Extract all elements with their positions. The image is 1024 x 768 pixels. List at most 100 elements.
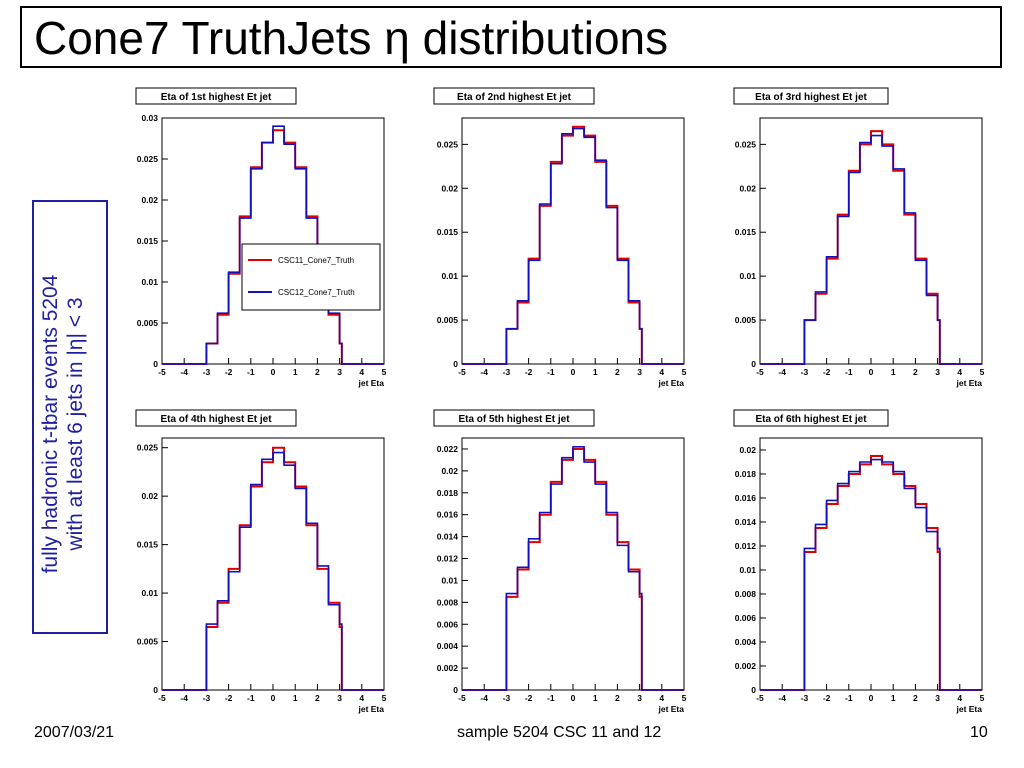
y-tick-label: 0 <box>153 359 158 369</box>
slide-title: Cone7 TruthJets η distributions <box>34 12 669 64</box>
x-tick-label: 1 <box>593 367 598 377</box>
x-axis-label: jet Eta <box>357 378 384 388</box>
x-tick-label: -3 <box>203 367 211 377</box>
panel-title: Eta of 2nd highest Et jet <box>457 92 572 103</box>
panel-title: Eta of 1st highest Et jet <box>161 92 272 103</box>
x-tick-label: 5 <box>682 367 687 377</box>
y-tick-label: 0.025 <box>137 443 159 453</box>
y-tick-label: 0.015 <box>137 236 159 246</box>
x-tick-label: 0 <box>869 367 874 377</box>
x-tick-label: -1 <box>845 367 853 377</box>
y-tick-label: 0.018 <box>437 488 459 498</box>
legend: CSC11_Cone7_Truth CSC12_Cone7_Truth <box>241 243 381 311</box>
x-tick-label: 2 <box>913 693 918 703</box>
x-tick-label: 1 <box>293 693 298 703</box>
histogram-panel-3: Eta of 3rd highest Et jet 0 0.005 0.01 0.015… <box>733 87 985 388</box>
footer-page-number: 10 <box>970 724 988 741</box>
x-tick-label: 1 <box>891 367 896 377</box>
x-tick-label: -5 <box>158 693 166 703</box>
x-tick-label: -3 <box>203 693 211 703</box>
x-tick-label: -5 <box>158 367 166 377</box>
legend-entry-2: CSC12_Cone7_Truth <box>278 288 355 297</box>
x-tick-label: -3 <box>801 367 809 377</box>
x-tick-label: -2 <box>823 367 831 377</box>
x-tick-label: -4 <box>778 693 786 703</box>
y-tick-label: 0.008 <box>735 589 757 599</box>
y-tick-label: 0.01 <box>739 565 756 575</box>
y-tick-label: 0.01 <box>739 271 756 281</box>
y-tick-label: 0.015 <box>437 227 459 237</box>
x-tick-label: 1 <box>293 367 298 377</box>
series-line-2 <box>462 127 684 365</box>
series-line-1 <box>162 446 384 691</box>
x-tick-label: -1 <box>845 693 853 703</box>
x-axis-label: jet Eta <box>357 704 384 714</box>
panel-title-box <box>433 87 595 105</box>
x-tick-label: -4 <box>180 367 188 377</box>
y-tick-label: 0.03 <box>141 113 158 123</box>
x-tick-label: 2 <box>615 367 620 377</box>
x-tick-label: 3 <box>337 367 342 377</box>
y-tick-label: 0.015 <box>137 540 159 550</box>
footer-date: 2007/03/21 <box>34 724 115 741</box>
y-tick-label: 0.008 <box>437 597 459 607</box>
x-tick-label: -5 <box>756 693 764 703</box>
x-tick-label: -4 <box>180 693 188 703</box>
x-tick-label: 5 <box>682 693 687 703</box>
y-tick-label: 0.012 <box>735 541 757 551</box>
y-tick-label: 0 <box>751 685 756 695</box>
x-tick-label: 0 <box>869 693 874 703</box>
y-tick-label: 0.015 <box>735 227 757 237</box>
y-tick-label: 0.025 <box>137 154 159 164</box>
y-tick-label: 0.01 <box>441 271 458 281</box>
footer-caption: sample 5204 CSC 11 and 12 <box>457 724 662 741</box>
y-tick-label: 0.012 <box>437 554 459 564</box>
legend-entry-1: CSC11_Cone7_Truth <box>278 256 354 265</box>
y-tick-label: 0.025 <box>437 139 459 149</box>
y-tick-label: 0.014 <box>735 517 757 527</box>
x-tick-label: 3 <box>637 367 642 377</box>
y-tick-label: 0.01 <box>141 588 158 598</box>
panel-title-box <box>135 87 297 105</box>
y-tick-label: 0.018 <box>735 469 757 479</box>
plot-frame <box>461 437 685 691</box>
x-tick-label: -5 <box>756 367 764 377</box>
plot-frame <box>161 117 385 365</box>
panel-title: Eta of 3rd highest Et jet <box>755 92 867 103</box>
x-tick-label: 2 <box>315 693 320 703</box>
x-tick-label: 5 <box>382 367 387 377</box>
y-tick-label: 0.02 <box>441 183 458 193</box>
series-line-2 <box>162 451 384 691</box>
x-tick-label: 3 <box>935 367 940 377</box>
series-line-1 <box>462 125 684 365</box>
y-tick-label: 0.005 <box>735 315 757 325</box>
x-tick-label: 3 <box>337 693 342 703</box>
x-tick-label: -5 <box>458 693 466 703</box>
x-tick-label: 4 <box>359 693 364 703</box>
panel-title: Eta of 5th highest Et jet <box>458 414 570 425</box>
x-tick-label: -1 <box>547 367 555 377</box>
side-note-box <box>32 200 108 634</box>
x-tick-label: 4 <box>957 693 962 703</box>
x-tick-label: 0 <box>271 693 276 703</box>
x-tick-label: 4 <box>659 693 664 703</box>
x-tick-label: 5 <box>980 693 985 703</box>
y-tick-label: 0.022 <box>437 444 459 454</box>
x-tick-label: 0 <box>571 367 576 377</box>
histogram-panel-6: Eta of 6th highest Et jet 0 0.002 0.004 0.00… <box>733 409 985 714</box>
y-tick-label: 0.016 <box>735 493 757 503</box>
x-tick-label: -1 <box>247 693 255 703</box>
plot-frame <box>759 437 983 691</box>
x-tick-label: 3 <box>637 693 642 703</box>
y-tick-label: 0 <box>751 359 756 369</box>
x-tick-label: 4 <box>659 367 664 377</box>
panel-title-box <box>135 409 297 427</box>
y-tick-label: 0.02 <box>739 445 756 455</box>
y-tick-label: 0.006 <box>437 619 459 629</box>
y-tick-label: 0 <box>153 685 158 695</box>
y-tick-label: 0.005 <box>137 637 159 647</box>
x-tick-label: -5 <box>458 367 466 377</box>
x-tick-label: 2 <box>315 367 320 377</box>
plot-frame <box>759 117 983 365</box>
